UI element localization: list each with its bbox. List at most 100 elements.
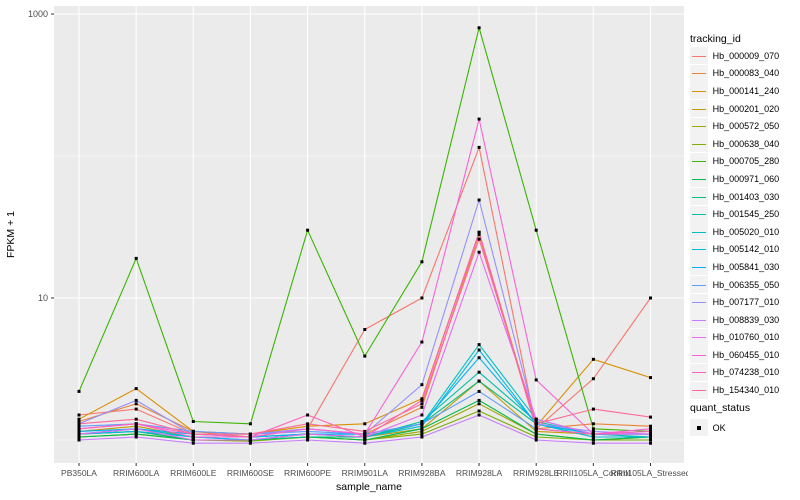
series-color-line-icon	[692, 354, 706, 356]
x-tick-label: RRIM928BA	[398, 468, 446, 478]
legend-entry-label: Hb_010760_010	[712, 332, 780, 343]
data-point	[420, 340, 424, 344]
x-tick-label: RRII105LA_Stressed	[611, 468, 688, 478]
data-point	[649, 427, 652, 431]
data-point	[591, 422, 595, 426]
data-point	[134, 429, 138, 433]
data-point	[591, 407, 595, 411]
legend-panel: tracking_id Hb_000009_070 Hb_000083_040 Hb…	[688, 0, 800, 500]
data-point	[77, 420, 81, 423]
legend-entry-Hb_001545_250: Hb_001545_250	[690, 205, 779, 223]
y-tick-label: 10	[38, 293, 48, 303]
series-color-line-icon	[692, 55, 706, 57]
x-tick-label: RRIM600PE	[284, 468, 332, 478]
data-point	[534, 378, 538, 382]
legend-key-swatch	[690, 64, 708, 82]
data-point	[649, 438, 652, 442]
legend-entry-Hb_000638_040: Hb_000638_040	[690, 135, 779, 153]
data-point	[306, 429, 310, 433]
data-point	[649, 296, 652, 300]
legend-entry-Hb_060455_010: Hb_060455_010	[690, 346, 779, 364]
legend-key-swatch	[690, 135, 708, 153]
data-point	[477, 145, 481, 149]
legend-title-tracking-id: tracking_id	[690, 33, 741, 45]
data-point	[306, 427, 310, 431]
data-point	[534, 429, 538, 433]
data-point	[534, 424, 538, 428]
legend-entry-Hb_074238_010: Hb_074238_010	[690, 363, 779, 382]
series-color-line-icon	[692, 126, 706, 128]
data-point	[477, 250, 481, 254]
data-point	[420, 397, 424, 401]
x-tick-label: RRII105LA_Control	[556, 468, 630, 478]
legend-key-swatch	[690, 188, 708, 206]
data-point	[534, 438, 538, 442]
legend-key-swatch	[690, 346, 708, 364]
series-color-line-icon	[692, 143, 706, 145]
data-point	[420, 413, 424, 417]
legend-key-swatch	[690, 328, 708, 346]
x-axis-title: sample_name	[336, 481, 402, 493]
legend-entry-quant-ok: OK	[690, 419, 726, 437]
data-point	[77, 435, 81, 439]
data-point	[649, 435, 652, 439]
series-color-line-icon	[692, 337, 706, 339]
data-point	[534, 435, 538, 439]
series-color-line-icon	[692, 372, 706, 374]
series-color-line-icon	[692, 161, 706, 163]
legend-key-swatch	[690, 152, 708, 170]
legend-entry-Hb_000083_040: Hb_000083_040	[690, 64, 780, 83]
data-point	[534, 228, 538, 232]
data-point	[77, 432, 81, 436]
x-tick-label: PB350LA	[61, 468, 97, 478]
series-color-line-icon	[692, 214, 706, 216]
legend-key-swatch	[690, 82, 708, 100]
legend-entry-Hb_005142_010: Hb_005142_010	[690, 240, 780, 259]
series-color-line-icon	[692, 302, 706, 304]
legend-entry-label: Hb_001403_030	[712, 191, 780, 202]
data-point	[363, 354, 367, 358]
data-point	[591, 435, 595, 439]
data-point	[77, 427, 81, 431]
series-color-line-icon	[692, 196, 706, 198]
legend-entry-Hb_010760_010: Hb_010760_010	[690, 328, 780, 347]
legend-entry-label: Hb_005142_010	[712, 244, 780, 255]
data-point	[77, 417, 81, 421]
series-color-line-icon	[692, 249, 706, 251]
data-point	[134, 402, 138, 406]
data-point	[477, 230, 481, 234]
data-point	[134, 422, 138, 426]
x-tick-label: RRIM600LA	[113, 468, 160, 478]
data-point	[420, 432, 424, 436]
data-point	[77, 424, 81, 428]
data-point	[306, 432, 310, 436]
legend-entry-Hb_005841_030: Hb_005841_030	[690, 258, 779, 276]
legend-entry-Hb_000009_070: Hb_000009_070	[690, 47, 779, 65]
data-point	[591, 429, 595, 433]
data-point	[363, 435, 367, 439]
legend-key-swatch	[690, 240, 708, 258]
series-color-line-icon	[692, 319, 706, 321]
legend-entry-Hb_000971_060: Hb_000971_060	[690, 170, 779, 188]
data-point	[534, 420, 538, 423]
quant-ok-key-icon	[690, 419, 708, 437]
legend-key-swatch	[690, 293, 708, 311]
data-point	[591, 441, 595, 445]
data-point	[420, 398, 424, 402]
data-point	[134, 417, 138, 421]
legend-entry-label: Hb_007177_010	[712, 297, 780, 308]
data-point	[134, 435, 138, 439]
legend-entry-label: Hb_008839_030	[712, 314, 780, 325]
legend-entry-Hb_005020_010: Hb_005020_010	[690, 223, 779, 241]
data-point	[306, 228, 310, 232]
legend-entry-label: Hb_000083_040	[712, 68, 780, 79]
data-point	[77, 413, 81, 417]
data-point	[363, 441, 367, 445]
legend-entry-Hb_000201_020: Hb_000201_020	[690, 100, 779, 118]
data-point	[534, 417, 538, 421]
data-point	[420, 405, 424, 409]
y-tick-label: 1000	[28, 9, 48, 19]
legend-entry-label: OK	[712, 422, 726, 433]
plot-panel	[54, 6, 684, 463]
